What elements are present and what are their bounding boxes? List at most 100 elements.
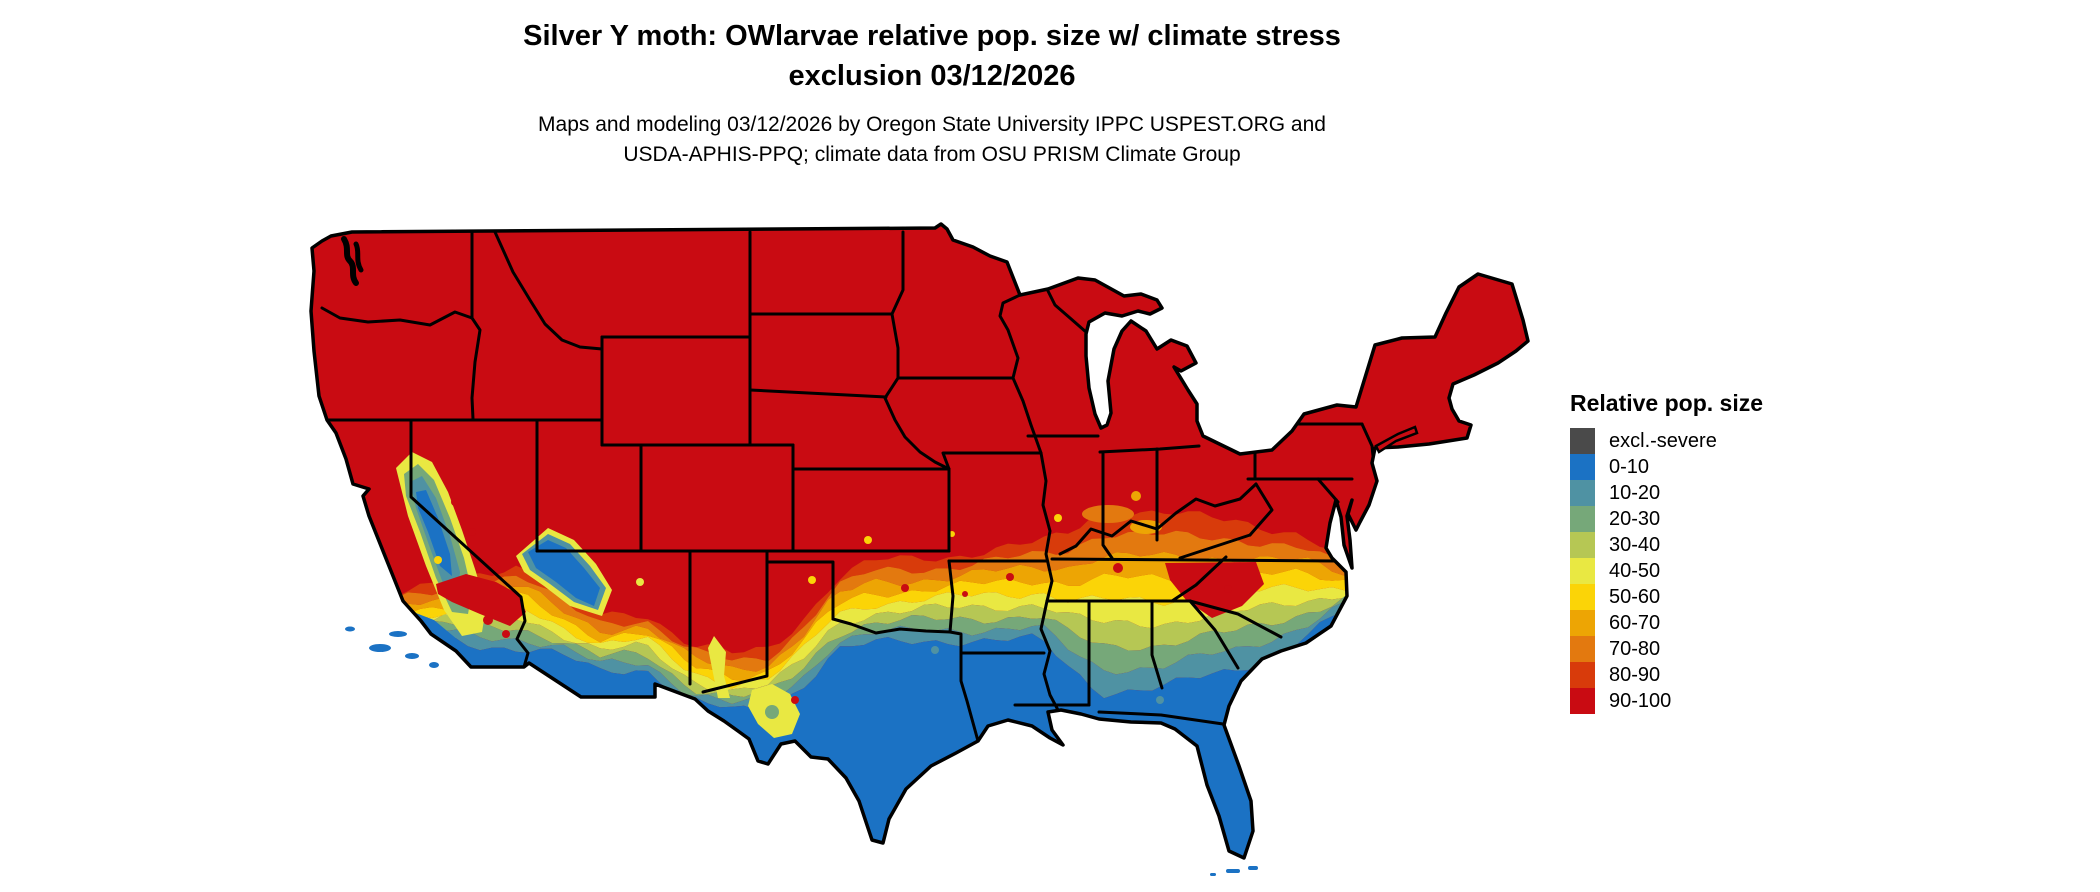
- legend-item: 20-30: [1570, 506, 1763, 532]
- legend-item-label: 10-20: [1609, 481, 1661, 504]
- border-nc-sc: [1188, 599, 1283, 639]
- long-island: [1374, 425, 1419, 454]
- map-fill-layers: [311, 224, 1528, 858]
- legend-swatch: [1570, 584, 1595, 610]
- raster-speckle: [434, 556, 442, 564]
- raster-speckle: [808, 576, 816, 584]
- legend-item: 90-100: [1570, 688, 1763, 714]
- legend-swatch: [1570, 662, 1595, 688]
- raster-speckle: [1156, 696, 1164, 704]
- legend-swatch: [1570, 506, 1595, 532]
- border-wa-or: [320, 306, 474, 327]
- legend-item: 50-60: [1570, 584, 1763, 610]
- socal-mountains-red: [436, 574, 526, 626]
- border-ky-tn-va-nc: [1050, 557, 1338, 563]
- border-ca-nv: [409, 418, 530, 669]
- border-nm-tx: [701, 549, 769, 694]
- border-mi-in-oh: [1098, 444, 1201, 454]
- legend-swatch: [1570, 688, 1595, 714]
- raster-speckle: [931, 646, 939, 654]
- florida-keys: [1210, 866, 1258, 876]
- legend-item: 10-20: [1570, 480, 1763, 506]
- legend-swatch: [1570, 610, 1595, 636]
- rio-grande-strip-yellow: [708, 636, 730, 698]
- raster-speckle: [791, 696, 799, 704]
- legend-item-label: 90-100: [1609, 689, 1672, 712]
- conus-outline: [309, 222, 1530, 860]
- border-ga-sc: [1188, 599, 1240, 670]
- raster-speckle: [1113, 563, 1123, 573]
- legend-item-label: 0-10: [1609, 455, 1650, 478]
- border-wi-mi: [1045, 287, 1088, 334]
- legend-item-label: 80-90: [1609, 663, 1661, 686]
- legend-swatch: [1570, 428, 1595, 454]
- border-sd-ne: [748, 388, 888, 399]
- legend-item: 60-70: [1570, 610, 1763, 636]
- border-il-in: [1101, 450, 1114, 560]
- gradient-band: [384, 568, 1528, 689]
- map-title-line1: Silver Y moth: OWlarvae relative pop. si…: [523, 20, 1341, 52]
- border-ga-fl: [1097, 710, 1225, 726]
- border-al-ga: [1150, 599, 1164, 690]
- legend-item-label: 50-60: [1609, 585, 1661, 608]
- map-subtitle-line2: USDA-APHIS-PPQ; climate data from OSU PR…: [623, 143, 1241, 166]
- legend-item: 80-90: [1570, 662, 1763, 688]
- raster-speckle: [962, 591, 968, 597]
- raster-speckle: [1054, 514, 1062, 522]
- legend-item-label: 30-40: [1609, 533, 1661, 556]
- border-ky-va: [1178, 533, 1252, 560]
- legend-items: excl.-severe 0-10 10-20 20-30 30-40 40-50 50-6…: [1570, 428, 1763, 714]
- border-ar-west: [947, 559, 955, 634]
- legend-swatch: [1570, 558, 1595, 584]
- legend-item-label: excl.-severe: [1609, 429, 1717, 452]
- border-mn-west: [890, 230, 905, 380]
- legend-swatch: [1570, 480, 1595, 506]
- legend: Relative pop. size excl.-severe 0-10 10-20…: [1570, 390, 1763, 714]
- raster-speckle: [483, 615, 493, 625]
- legend-item-label: 70-80: [1609, 637, 1661, 660]
- legend-item: 0-10: [1570, 454, 1763, 480]
- legend-swatch: [1570, 636, 1595, 662]
- channel-islands: [345, 626, 439, 668]
- title-block: Silver Y moth: OWlarvae relative pop. si…: [332, 16, 1532, 170]
- raster-speckle: [1131, 491, 1141, 501]
- raster-speckle: [502, 630, 510, 638]
- border-tn-nc: [1170, 555, 1228, 603]
- raster-speckle: [1006, 573, 1014, 581]
- map-subtitle: Maps and modeling 03/12/2026 by Oregon S…: [332, 110, 1532, 170]
- legend-swatch: [1570, 454, 1595, 480]
- legend-item: 40-50: [1570, 558, 1763, 584]
- border-tx-east: [948, 630, 980, 743]
- map-subtitle-line1: Maps and modeling 03/12/2026 by Oregon S…: [538, 113, 1326, 136]
- border-wv-va: [1248, 482, 1274, 537]
- border-ia-mo: [941, 451, 1043, 471]
- davis-mountains-green: [765, 705, 779, 719]
- legend-item: excl.-severe: [1570, 428, 1763, 454]
- border-mt-id: [493, 230, 604, 351]
- raster-speckle: [468, 528, 476, 536]
- map-title: Silver Y moth: OWlarvae relative pop. si…: [332, 16, 1532, 96]
- border-missouri-river: [883, 376, 951, 471]
- border-mississippi-river: [998, 293, 1060, 712]
- puget-sound: [341, 236, 364, 286]
- raster-speckles: [434, 491, 1232, 704]
- border-ohio-river: [1058, 482, 1258, 556]
- legend-title: Relative pop. size: [1570, 390, 1764, 416]
- legend-item-label: 60-70: [1609, 611, 1661, 634]
- gradient-band: [384, 586, 1528, 697]
- legend-swatch: [1570, 532, 1595, 558]
- appalachia-red-finger: [1165, 562, 1264, 618]
- border-id-west: [470, 230, 482, 421]
- map-base-high-class: [311, 224, 1528, 858]
- raster-speckle: [636, 578, 644, 586]
- state-borders: [319, 230, 1376, 743]
- ca-coast-strip-orange: [311, 470, 336, 584]
- legend-item-label: 20-30: [1609, 507, 1661, 530]
- legend-item: 70-80: [1570, 636, 1763, 662]
- raster-speckle: [1224, 585, 1232, 593]
- raster-speckle: [451, 498, 459, 506]
- raster-speckle: [864, 536, 872, 544]
- legend-item-label: 40-50: [1609, 559, 1661, 582]
